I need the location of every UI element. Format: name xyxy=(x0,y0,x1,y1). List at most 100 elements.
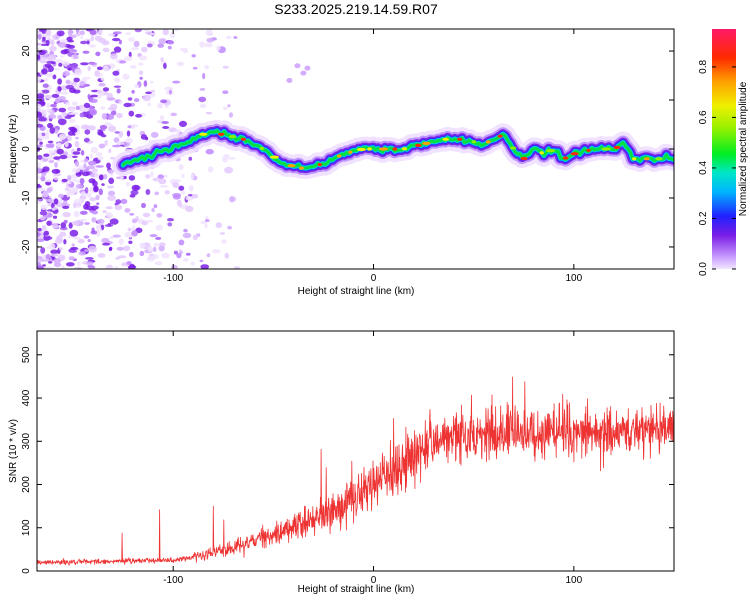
noise-speckle xyxy=(61,265,65,269)
noise-speckle xyxy=(224,252,229,259)
noise-speckle xyxy=(69,229,79,237)
noise-speckle xyxy=(205,219,210,222)
noise-speckle xyxy=(107,33,116,37)
noise-speckle xyxy=(56,30,65,37)
noise-speckle xyxy=(45,39,50,47)
noise-speckle xyxy=(151,207,155,213)
noise-speckle xyxy=(123,56,133,62)
noise-speckle xyxy=(62,205,70,209)
noise-speckle xyxy=(80,150,85,156)
noise-speckle xyxy=(41,132,46,137)
noise-speckle xyxy=(78,198,85,203)
noise-speckle xyxy=(69,87,76,94)
noise-speckle xyxy=(173,250,178,255)
noise-speckle xyxy=(77,238,85,244)
noise-speckle xyxy=(122,73,130,80)
noise-speckle xyxy=(37,227,42,232)
noise-speckle xyxy=(67,130,75,136)
noise-speckle xyxy=(234,266,240,269)
spectrogram-x-tick-label: 100 xyxy=(565,273,582,284)
noise-speckle xyxy=(37,33,42,40)
noise-speckle xyxy=(138,55,148,61)
noise-speckle xyxy=(91,168,98,173)
noise-speckle xyxy=(188,156,193,161)
noise-speckle xyxy=(176,61,185,67)
noise-speckle xyxy=(178,239,185,246)
noise-speckle xyxy=(87,239,91,243)
noise-speckle xyxy=(44,109,53,113)
noise-speckle xyxy=(52,74,57,80)
noise-speckle xyxy=(131,218,138,224)
noise-speckle xyxy=(61,178,68,183)
noise-speckle xyxy=(89,108,98,116)
noise-speckle xyxy=(164,86,174,91)
noise-speckle xyxy=(51,152,56,156)
noise-speckle xyxy=(143,80,148,87)
noise-speckle xyxy=(67,67,72,71)
snr-y-label: SNR (10 * v/v) xyxy=(8,419,19,483)
noise-speckle xyxy=(96,202,100,206)
noise-speckle xyxy=(158,38,167,45)
ridge-hotspot xyxy=(643,157,650,161)
noise-speckle xyxy=(178,249,183,253)
noise-speckle xyxy=(112,37,121,42)
noise-speckle xyxy=(107,195,116,201)
noise-speckle xyxy=(62,70,71,77)
noise-speckle xyxy=(88,265,96,269)
noise-speckle xyxy=(102,47,110,53)
noise-speckle xyxy=(88,245,97,253)
noise-speckle xyxy=(71,112,79,115)
noise-speckle xyxy=(131,184,140,191)
noise-speckle xyxy=(224,166,234,174)
noise-speckle xyxy=(83,235,90,239)
noise-speckle xyxy=(45,72,54,78)
ridge-hotspot xyxy=(442,137,450,141)
noise-speckle xyxy=(206,253,211,258)
noise-speckle xyxy=(80,30,85,36)
spectrogram-x-label: Height of straight line (km) xyxy=(298,286,415,297)
noise-speckle xyxy=(147,102,151,107)
snr-panel: -100 0 100 0 100 200 300 400 500 Height of strai… xyxy=(8,330,675,595)
noise-speckle xyxy=(80,62,89,66)
noise-speckle xyxy=(108,148,112,154)
noise-speckle xyxy=(74,68,83,76)
snr-x-label: Height of straight line (km) xyxy=(298,584,415,595)
noise-speckle xyxy=(105,206,113,210)
noise-speckle xyxy=(62,91,69,95)
noise-speckle xyxy=(37,144,43,148)
noise-speckle xyxy=(67,175,72,181)
noise-speckle xyxy=(73,84,82,90)
noise-speckle xyxy=(138,70,144,76)
noise-speckle xyxy=(109,236,115,240)
noise-speckle xyxy=(142,29,151,32)
noise-speckle xyxy=(75,184,84,189)
noise-speckle xyxy=(154,191,159,196)
spectrogram-y-tick-label: 10 xyxy=(21,94,32,106)
noise-speckle xyxy=(79,112,85,118)
noise-speckle xyxy=(58,62,63,67)
noise-speckle xyxy=(180,190,186,195)
noise-speckle xyxy=(149,234,158,238)
noise-speckle xyxy=(88,178,96,184)
noise-speckle xyxy=(114,131,120,134)
ridge-hotspot xyxy=(586,148,591,152)
ridge-hotspot xyxy=(199,132,208,136)
noise-speckle xyxy=(46,56,51,61)
noise-speckle xyxy=(97,38,107,43)
noise-speckle xyxy=(83,137,90,143)
noise-speckle xyxy=(115,256,120,260)
noise-speckle xyxy=(89,210,94,213)
noise-speckle xyxy=(150,131,159,138)
ridge-hotspot xyxy=(457,137,463,141)
noise-speckle xyxy=(64,141,69,148)
ridge-hotspot xyxy=(287,164,296,168)
noise-speckle xyxy=(178,164,184,171)
colorbar-ticks: 0.0 0.2 0.4 0.6 0.8 xyxy=(698,60,736,276)
noise-speckle xyxy=(37,76,42,83)
noise-speckle xyxy=(86,40,90,45)
noise-speckle xyxy=(39,141,43,145)
noise-speckle xyxy=(100,77,105,81)
noise-speckle xyxy=(59,55,64,58)
noise-speckle xyxy=(104,266,113,269)
